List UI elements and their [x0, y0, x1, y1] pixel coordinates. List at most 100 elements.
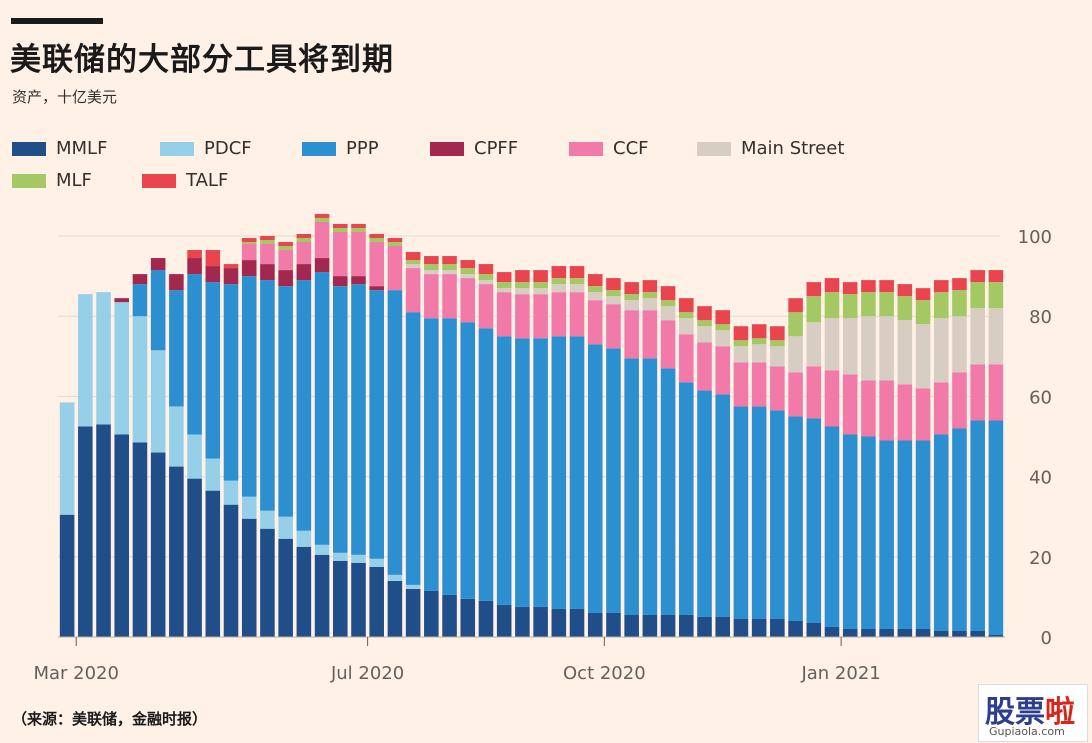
bar-segment-talf	[387, 238, 403, 243]
bar-segment-ccf	[478, 284, 494, 329]
bar-segment-talf	[933, 280, 949, 293]
bar-segment-mlf	[970, 282, 985, 309]
bar-segment-main-street	[496, 288, 512, 293]
bar-segment-main-street	[842, 318, 858, 375]
bar-segment-main-street	[933, 318, 949, 383]
bar-segment-cpff	[296, 264, 312, 281]
bar-segment-main-street	[569, 284, 585, 293]
bar-segment-ppp	[405, 312, 421, 585]
bar-segment-mmlf	[478, 600, 494, 637]
bar-segment-ppp	[424, 318, 439, 591]
bar-segment-main-street	[424, 270, 439, 275]
bar-segment-talf	[952, 278, 967, 291]
bar-segment-mlf	[842, 294, 858, 319]
bar-segment-mmlf	[587, 612, 603, 637]
bar-segment-mmlf	[952, 630, 967, 637]
bar-segment-ppp	[715, 394, 731, 617]
bar-segment-ccf	[551, 292, 567, 337]
bar-segment-ppp	[606, 348, 621, 613]
bar-segment-mmlf	[405, 588, 421, 637]
bar-segment-mmlf	[114, 434, 130, 637]
bar-segment-mlf	[715, 324, 731, 331]
legend-item-ccf: CCF	[569, 138, 649, 159]
bar-segment-ccf	[879, 380, 894, 441]
bar-segment-talf	[733, 326, 749, 341]
bar-segment-talf	[478, 264, 494, 275]
bar-segment-mlf	[788, 312, 803, 337]
bar-segment-mlf	[824, 292, 840, 319]
bar-segment-main-street	[642, 298, 658, 311]
bar-segment-ppp	[897, 440, 913, 629]
bar-segment-ccf	[314, 221, 330, 259]
legend-item-mlf: MLF	[12, 170, 92, 191]
bar-segment-main-street	[587, 292, 603, 301]
bar-segment-ppp	[770, 410, 785, 619]
bar-segment-mmlf	[460, 598, 476, 637]
bar-segment-mlf	[624, 294, 639, 301]
bar-segment-ccf	[715, 346, 731, 395]
bar-segment-ppp	[332, 286, 348, 553]
bar-segment-talf	[770, 326, 785, 341]
bar-segment-ccf	[933, 382, 949, 435]
bar-segment-mmlf	[205, 490, 221, 637]
chart-subtitle: 资产，十亿美元	[12, 88, 118, 106]
bar-segment-talf	[278, 242, 293, 247]
bar-segment-ccf	[733, 362, 749, 407]
bar-segment-talf	[988, 270, 1004, 283]
bar-segment-ccf	[824, 370, 840, 427]
bar-segment-mlf	[332, 227, 348, 232]
bar-segment-ppp	[587, 344, 603, 613]
bar-segment-ppp	[296, 280, 312, 531]
bar-segment-ccf	[587, 300, 603, 345]
bar-segment-ccf	[241, 244, 257, 261]
bar-segment-pdcf	[78, 294, 93, 427]
x-tick-label: Oct 2020	[563, 663, 646, 684]
bar-segment-ccf	[351, 231, 366, 277]
bar-segment-talf	[187, 250, 202, 259]
bar-segment-main-street	[952, 316, 967, 373]
bar-segment-ppp	[970, 420, 985, 631]
legend-swatch	[12, 173, 46, 188]
title-accent-bar	[11, 18, 103, 24]
bar-segment-mmlf	[770, 618, 785, 637]
bar-segment-mmlf	[697, 616, 712, 637]
legend-swatch	[142, 173, 176, 188]
bar-segment-mlf	[278, 246, 293, 251]
bar-segment-ccf	[460, 278, 476, 323]
bar-segment-talf	[751, 324, 767, 339]
bar-segment-mmlf	[424, 590, 439, 637]
bar-segment-talf	[970, 270, 985, 283]
bar-segment-talf	[915, 288, 931, 301]
legend-label: CPFF	[474, 138, 519, 159]
bar-segment-mmlf	[842, 628, 858, 637]
bar-segment-mmlf	[260, 528, 275, 637]
bar-segment-pdcf	[296, 530, 312, 547]
bar-segment-mlf	[369, 238, 384, 243]
bar-segment-ppp	[187, 274, 202, 435]
bar-segment-ppp	[751, 406, 767, 619]
bar-segment-ppp	[442, 318, 457, 595]
bar-segment-talf	[624, 282, 639, 295]
bar-segment-ppp	[697, 390, 712, 617]
y-tick-label: 40	[1029, 468, 1052, 489]
bar-segment-talf	[442, 256, 457, 265]
source-note: （来源：美联储，金融时报）	[12, 710, 208, 728]
bar-segment-cpff	[132, 274, 148, 285]
bar-segment-mlf	[879, 292, 894, 317]
watermark-site: Gupiaola.com	[989, 725, 1065, 738]
bar-segment-mlf	[988, 282, 1004, 309]
bar-segment-ccf	[387, 246, 403, 291]
bar-segment-mlf	[424, 264, 439, 271]
bar-segment-main-street	[405, 264, 421, 269]
bar-segment-mmlf	[169, 466, 184, 637]
watermark-logo-a: 股票	[985, 695, 1045, 730]
bar-segment-ccf	[260, 244, 275, 265]
bar-segment-ppp	[169, 290, 184, 407]
bar-segment-pdcf	[132, 316, 148, 443]
bar-segment-mlf	[861, 292, 876, 317]
bar-segment-mlf	[460, 268, 476, 275]
x-tick-label: Jan 2021	[800, 663, 880, 684]
bar-segment-mlf	[587, 286, 603, 293]
bar-segment-ccf	[988, 364, 1004, 421]
